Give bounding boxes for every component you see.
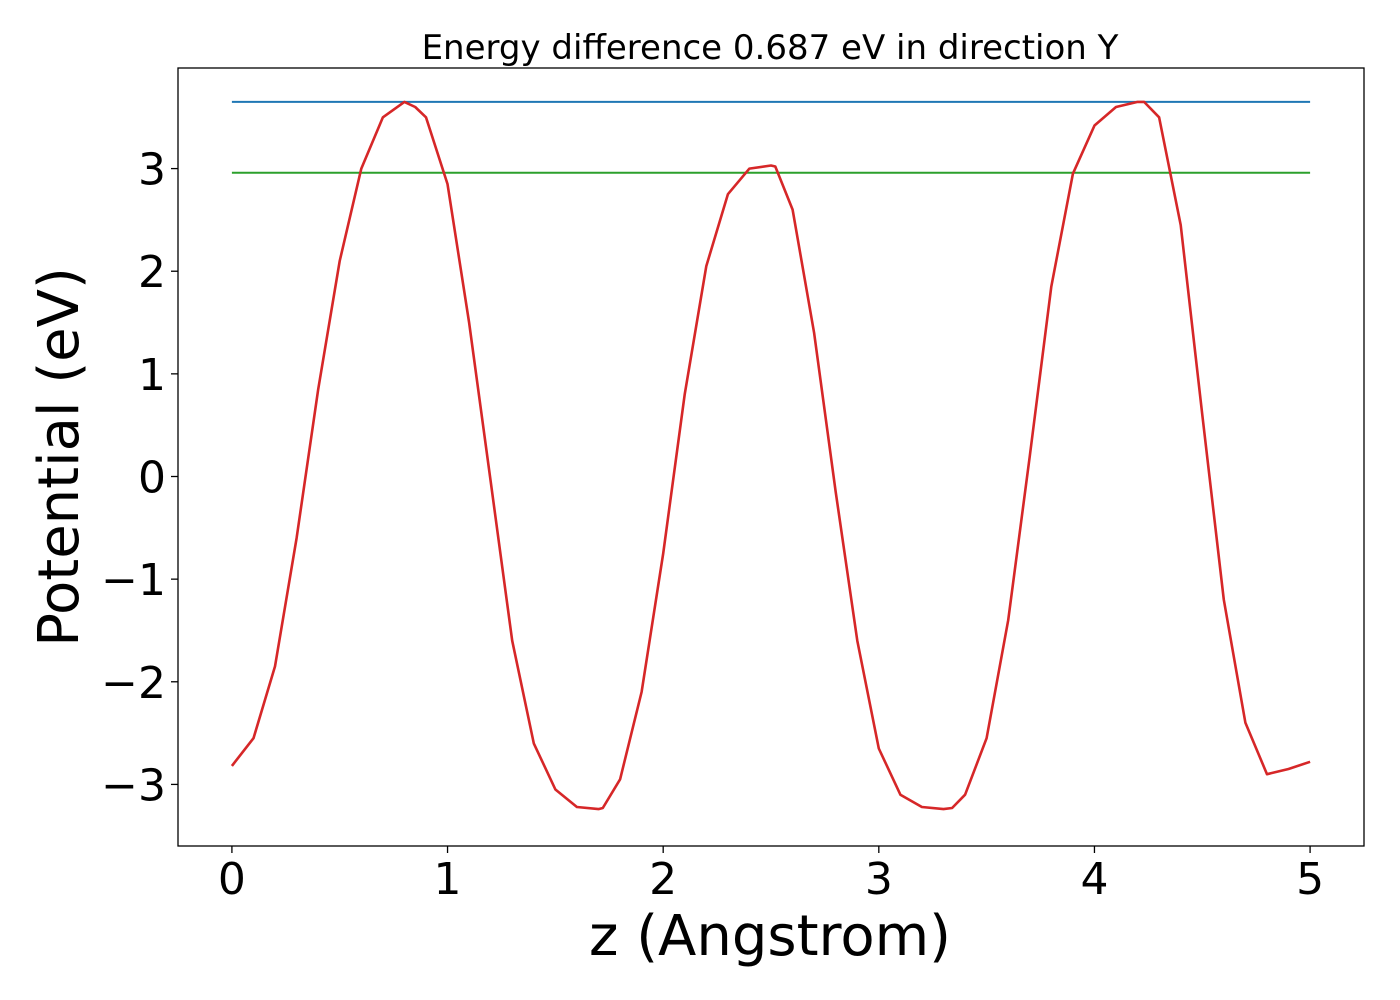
y-tick-label: 1 (138, 350, 166, 401)
x-axis-label: z (Angstrom) (589, 904, 951, 969)
series-layer (230, 100, 1311, 811)
y-tick-label: −3 (101, 760, 166, 811)
y-tick-label: 0 (138, 453, 166, 504)
y-axis: −3 −2 −1 0 1 2 3 (101, 145, 178, 811)
x-tick-label: 4 (1080, 854, 1108, 905)
y-tick-label: 3 (138, 145, 166, 196)
plot-frame (177, 67, 1365, 847)
y-tick-label: 2 (138, 247, 166, 298)
y-tick-label: −2 (101, 658, 166, 709)
series-line-3 (230, 100, 1311, 811)
x-tick-label: 5 (1296, 854, 1324, 905)
chart-title: Energy difference 0.687 eV in direction … (422, 28, 1119, 68)
y-tick-label: −1 (101, 555, 166, 606)
x-tick-label: 3 (865, 854, 893, 905)
x-tick-label: 0 (218, 854, 246, 905)
x-tick-label: 1 (434, 854, 462, 905)
x-axis: 0 1 2 3 4 5 (218, 846, 1324, 905)
y-axis-label: Potential (eV) (27, 267, 92, 647)
x-tick-label: 2 (649, 854, 677, 905)
